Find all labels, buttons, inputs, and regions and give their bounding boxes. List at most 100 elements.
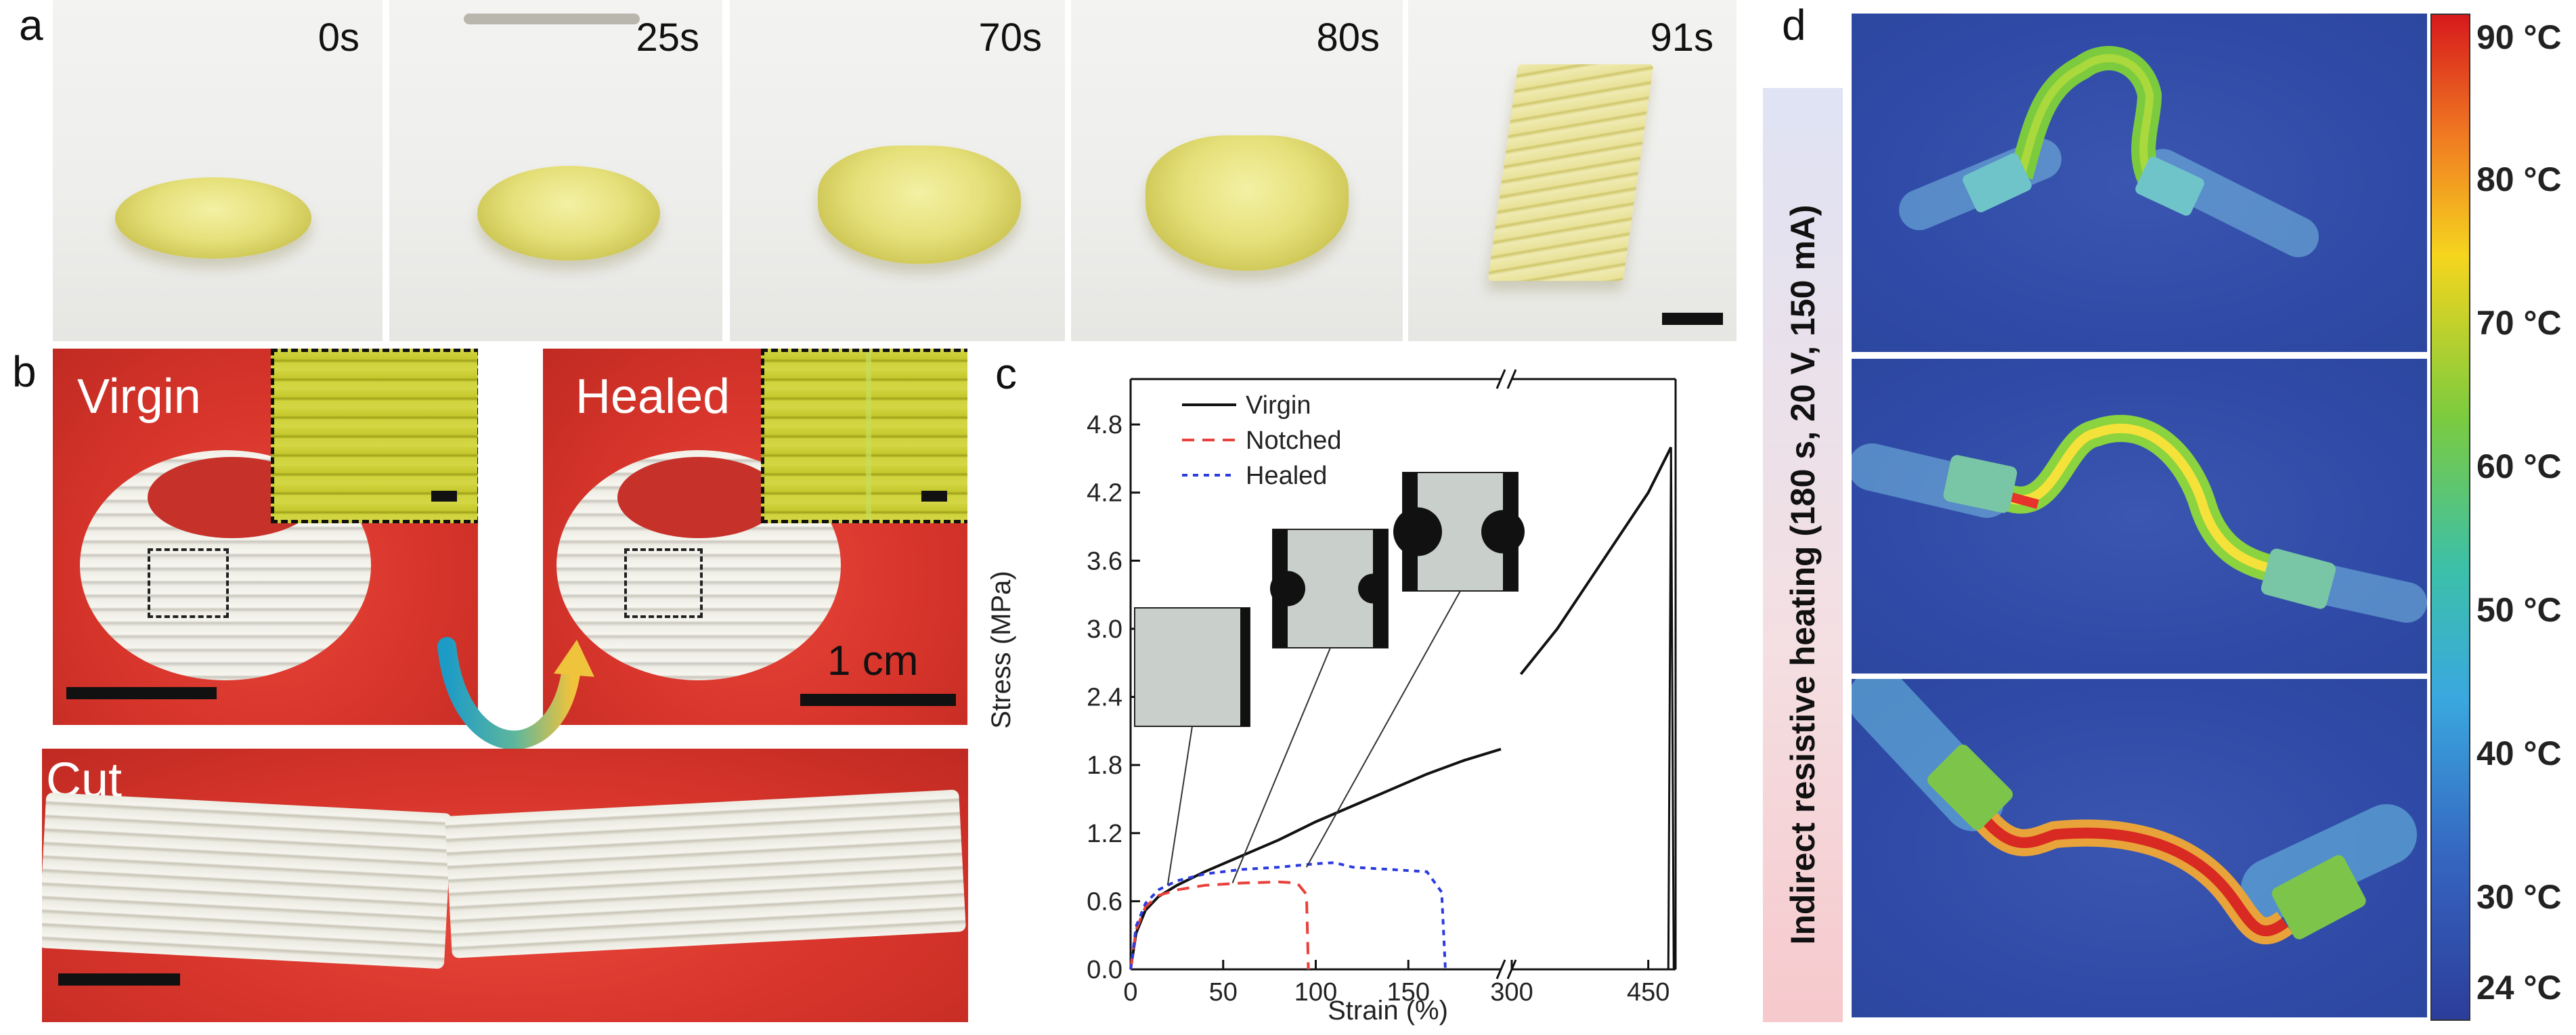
series-virgin — [1519, 446, 1673, 676]
notch-shape — [1393, 507, 1442, 556]
y-tick-label: 3.6 — [1087, 547, 1122, 575]
y-axis-label: Stress (MPa) — [986, 571, 1016, 728]
inset-pointer — [1305, 590, 1461, 868]
y-tick-label: 1.8 — [1087, 751, 1122, 780]
virgin-label: Virgin — [77, 370, 201, 424]
colorbar-label-40: 40 °C — [2476, 734, 2562, 772]
thermal-image-1 — [1852, 14, 2427, 352]
chart-insets — [1134, 472, 1525, 886]
virgin-microscope-inset — [271, 349, 478, 523]
x-tick-label: 50 — [1209, 978, 1238, 1007]
scale-bar — [58, 973, 180, 986]
panel-b-label: b — [12, 347, 37, 396]
scale-text: 1 cm — [827, 638, 919, 684]
y-tick-label: 2.4 — [1087, 684, 1122, 712]
panel-a-frame-5: 91s — [1408, 0, 1737, 341]
micrograph-edge — [1240, 608, 1250, 726]
frame-time: 0s — [318, 16, 359, 60]
side-label-bar: Indirect resistive heating (180 s, 20 V,… — [1763, 88, 1843, 1022]
heated-trace — [1852, 415, 2427, 623]
printed-object — [1145, 135, 1349, 271]
printed-object — [818, 146, 1021, 264]
notch-shape — [1358, 573, 1388, 604]
chart-series — [1129, 446, 1675, 971]
inset-pointer — [1231, 647, 1331, 883]
scale-bar — [1662, 313, 1723, 325]
zoom-region — [624, 548, 703, 618]
series-notched — [1129, 880, 1310, 970]
heated-trace — [1899, 45, 2319, 257]
cycle-arrow — [437, 637, 594, 750]
colorbar-label-30: 30 °C — [2476, 878, 2562, 916]
panel-a-frame-4: 80s — [1071, 0, 1403, 341]
scale-bar — [800, 694, 956, 706]
notch-shape — [1481, 510, 1525, 554]
inset-pointer — [1166, 726, 1193, 886]
healed-photo: Healed 1 cm — [543, 349, 967, 725]
y-tick-label: 0.0 — [1087, 956, 1122, 984]
series-healed — [1129, 861, 1447, 970]
healed-seam — [866, 352, 871, 520]
panel-d-label: d — [1782, 1, 1806, 49]
y-tick-label: 0.6 — [1087, 887, 1122, 916]
zoom-region — [148, 548, 229, 618]
x-axis-label: Strain (%) — [1328, 996, 1448, 1026]
axis-break-mark — [1496, 959, 1506, 979]
panel-a-label: a — [19, 1, 43, 49]
frame-time: 91s — [1650, 16, 1713, 60]
panel-c-label: c — [995, 349, 1017, 398]
legend-label: Virgin — [1246, 391, 1311, 420]
x-tick-label: 450 — [1627, 978, 1669, 1007]
colorbar-label-70: 70 °C — [2476, 304, 2562, 342]
thermal-image-2 — [1852, 359, 2427, 674]
x-tick-label: 150 — [1387, 978, 1430, 1007]
y-tick-label: 4.2 — [1087, 479, 1122, 508]
x-tick-label: 300 — [1490, 978, 1533, 1007]
thermal-image-3 — [1852, 679, 2427, 1017]
chart-legend: Virgin Notched Healed — [1182, 391, 1342, 490]
x-tick-label: 100 — [1294, 978, 1337, 1007]
cut-photo: Cut — [42, 749, 968, 1022]
notch-micrograph — [1134, 607, 1250, 727]
frame-time: 70s — [978, 16, 1042, 60]
inset-scale-bar — [921, 491, 947, 502]
inset-scale-bar — [431, 491, 457, 502]
axis-break-mark — [1496, 369, 1506, 389]
series-virgin — [1129, 747, 1502, 970]
printed-object — [477, 166, 660, 261]
cut-strip-right — [445, 789, 966, 959]
healed-label: Healed — [575, 370, 730, 424]
colorbar-label-24: 24 °C — [2476, 969, 2562, 1007]
legend-label: Healed — [1246, 462, 1327, 490]
chart-ticks: 0.0 0.6 1.2 1.8 2.4 3.0 3.6 4.2 4.8 0 50 100 150 300 4… — [1087, 411, 1669, 1007]
twisted-tower — [1487, 64, 1654, 281]
y-tick-label: 4.8 — [1087, 411, 1122, 439]
colorbar-label-60: 60 °C — [2476, 447, 2562, 485]
stress-strain-chart: 0.0 0.6 1.2 1.8 2.4 3.0 3.6 4.2 4.8 0 50 100 150 300 4… — [986, 369, 1677, 1026]
panel-a-frame-1: 0s — [53, 0, 383, 341]
heated-trace — [1852, 679, 2417, 945]
colorbar-label-50: 50 °C — [2476, 591, 2562, 629]
cut-strip-left — [42, 792, 452, 969]
healed-microscope-inset — [761, 349, 967, 523]
y-tick-label: 3.0 — [1087, 615, 1122, 644]
legend-label: Notched — [1246, 426, 1342, 455]
colorbar-label-90: 90 °C — [2476, 18, 2562, 56]
axis-break-mark — [1506, 369, 1517, 389]
series-virgin-rupture — [1667, 447, 1675, 971]
panel-a-frame-3: 70s — [730, 0, 1065, 341]
y-tick-label: 1.2 — [1087, 820, 1122, 848]
virgin-photo: Virgin — [53, 349, 478, 725]
coil-hole — [617, 457, 780, 538]
colorbar-label-80: 80 °C — [2476, 160, 2562, 198]
probe-tip — [464, 14, 640, 24]
panel-a-frame-2: 25s — [389, 0, 722, 341]
side-label: Indirect resistive heating (180 s, 20 V,… — [1784, 204, 1822, 945]
temperature-colorbar — [2430, 14, 2470, 1021]
printed-object — [115, 177, 311, 259]
scale-bar — [66, 687, 217, 699]
frame-time: 25s — [636, 16, 699, 60]
notch-shape — [1270, 571, 1305, 607]
frame-time: 80s — [1316, 16, 1380, 60]
x-tick-label: 0 — [1123, 978, 1137, 1007]
